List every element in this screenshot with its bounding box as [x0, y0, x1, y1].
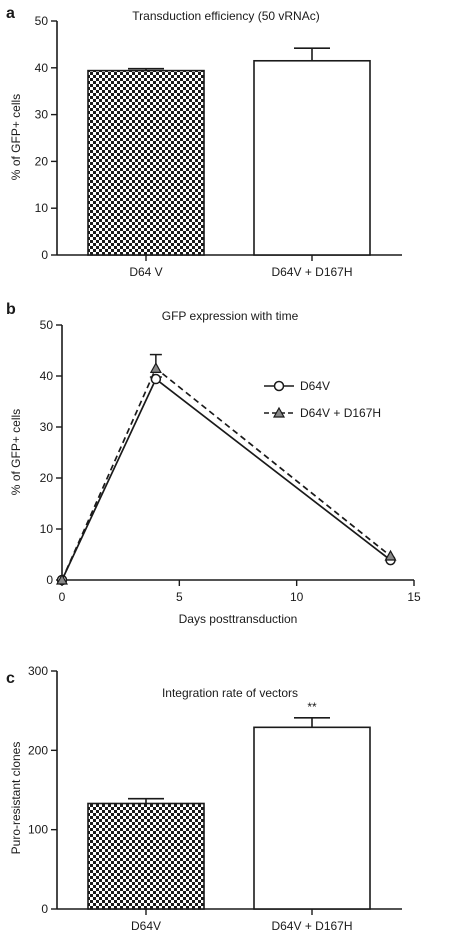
panel-c: c Integration rate of vectors Puro-resis…	[6, 664, 402, 933]
panel-b-y-tick-label: 20	[40, 471, 54, 485]
panel-letter-b: b	[6, 301, 16, 318]
panel-b-y-tick-label: 10	[40, 522, 54, 536]
legend-marker-d64v-d167h	[272, 406, 286, 418]
panel-c-category-label: D64V + D167H	[271, 919, 352, 933]
panel-letter-c: c	[6, 670, 15, 687]
panel-c-y-tick-label: 300	[28, 664, 48, 678]
panel-a-title: Transduction efficiency (50 vRNAc)	[132, 9, 319, 23]
panel-b-y-tick-label: 0	[46, 573, 53, 587]
panel-a-bar	[253, 59, 371, 256]
panel-c-y-tick-label: 0	[41, 902, 48, 916]
panel-c-significance-label: **	[307, 700, 317, 714]
panel-b-x-axis-title: Days posttransduction	[179, 612, 298, 626]
panel-a-category-label: D64 V	[129, 265, 162, 279]
panel-a-y-tick-label: 50	[35, 14, 49, 28]
panel-a-bar	[87, 69, 205, 256]
panel-b-y-tick-label: 40	[40, 369, 54, 383]
panel-b-y-axis-title: % of GFP+ cells	[9, 409, 23, 495]
data-point-d64v-d167h	[55, 573, 69, 585]
panel-b-y-tick-label: 30	[40, 420, 54, 434]
panel-c-bar	[87, 802, 205, 910]
legend-marker-d64v	[273, 380, 285, 392]
panel-c-category-label: D64V	[131, 919, 161, 933]
panel-b-y-tick-label: 50	[40, 318, 54, 332]
panel-a: a Transduction efficiency (50 vRNAc) % o…	[6, 5, 402, 279]
panel-b-x-tick-label: 5	[176, 590, 183, 604]
legend-label-d64v-d167h: D64V + D167H	[300, 406, 381, 420]
data-point-d64v	[150, 373, 162, 385]
panel-c-y-axis-title: Puro-resistant clones	[9, 742, 23, 855]
legend-label-d64v: D64V	[300, 379, 330, 393]
panel-letter-a: a	[6, 5, 15, 22]
panel-c-y-tick-label: 200	[28, 743, 48, 757]
panel-a-y-tick-label: 0	[41, 248, 48, 262]
panel-b-x-tick-label: 15	[407, 590, 421, 604]
panel-b: b GFP expression with time % of GFP+ cel…	[6, 301, 421, 626]
panel-c-title: Integration rate of vectors	[162, 686, 298, 700]
panel-c-bar	[253, 726, 371, 910]
panel-a-y-axis-title: % of GFP+ cells	[9, 94, 23, 180]
panel-b-title: GFP expression with time	[162, 309, 299, 323]
panel-a-category-label: D64V + D167H	[271, 265, 352, 279]
panel-c-plot-area: 0 100 200 300 D64V ** D64V + D167H	[28, 664, 402, 933]
panel-a-y-tick-label: 20	[35, 154, 49, 168]
panel-a-plot-area: 0 10 20 30 40 50 D64 V D64V + D167H	[35, 14, 402, 279]
panel-a-y-tick-label: 10	[35, 201, 49, 215]
panel-b-plot-area: 0 10 20 30 40 50 0 5 10 15	[40, 318, 421, 604]
data-point-d64v-d167h	[149, 362, 162, 373]
panel-c-y-tick-label: 100	[28, 823, 48, 837]
panel-a-y-tick-label: 40	[35, 61, 49, 75]
data-point-d64v-d167h	[384, 549, 397, 561]
panel-b-x-tick-label: 0	[59, 590, 66, 604]
panel-a-y-tick-label: 30	[35, 108, 49, 122]
panel-b-x-tick-label: 10	[290, 590, 304, 604]
panel-b-legend: D64V D64V + D167H	[264, 379, 381, 420]
